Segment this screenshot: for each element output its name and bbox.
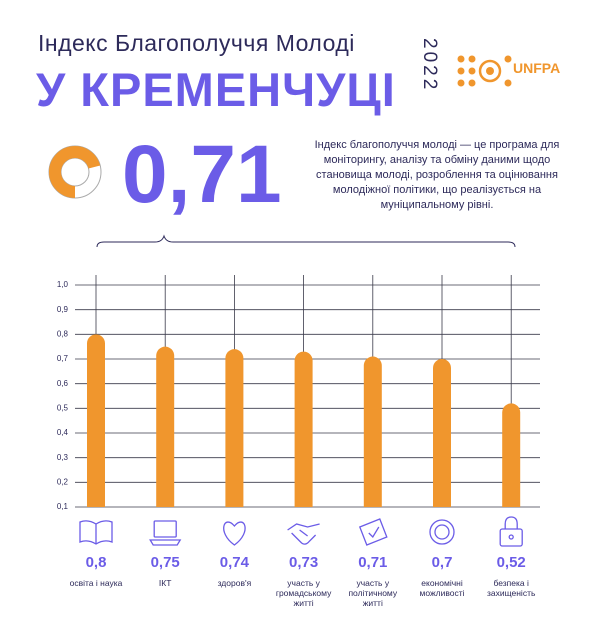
- y-tick-label: 0,4: [57, 428, 69, 437]
- y-tick-label: 0,8: [57, 329, 69, 338]
- category-label: економічні можливості: [419, 578, 465, 598]
- y-tick-label: 0,5: [57, 403, 69, 412]
- value-label: 0,71: [358, 554, 388, 571]
- y-tick-label: 0,1: [57, 502, 69, 511]
- category-icon: [79, 520, 113, 545]
- y-tick-label: 0,3: [57, 453, 69, 462]
- logo: UNFPA: [513, 60, 561, 76]
- category-icon: [429, 519, 455, 545]
- donut-outline: [60, 157, 90, 187]
- y-tick-label: 0,7: [57, 354, 69, 363]
- bar: [502, 403, 521, 507]
- value-label: 0,7: [431, 554, 453, 571]
- category-label: здоров'я: [217, 578, 252, 588]
- bar: [156, 346, 175, 507]
- value-label: 0,8: [85, 554, 107, 571]
- category-label: ІКТ: [158, 578, 172, 588]
- y-tick-label: 0,6: [57, 379, 69, 388]
- value-label: 0,74: [219, 554, 249, 571]
- donut-arc: [49, 146, 101, 198]
- bar: [225, 349, 244, 507]
- category-label: участь у громадському житті: [275, 578, 332, 608]
- category-label: участь у політичному житті: [348, 578, 398, 608]
- index-value: 0,71: [122, 129, 282, 220]
- category-icon: [358, 518, 388, 546]
- value-label: 0,52: [496, 554, 526, 571]
- bar: [87, 334, 105, 507]
- bar: [363, 356, 382, 507]
- category-icon: [149, 520, 182, 546]
- y-tick-label: 0,2: [57, 477, 69, 486]
- bar: [294, 351, 313, 507]
- category-icon: [287, 523, 320, 545]
- category-label: освіта і наука: [69, 578, 123, 588]
- value-label: 0,75: [150, 554, 180, 571]
- logo-dots: [457, 55, 512, 87]
- category-label: безпека і захищеність: [486, 578, 536, 598]
- value-label: 0,73: [288, 554, 319, 571]
- city: У КРЕМЕНЧУЦІ: [36, 63, 396, 116]
- brace: [96, 234, 516, 248]
- y-tick-label: 1,0: [57, 280, 69, 289]
- year: 2022: [419, 38, 440, 93]
- category-icon: [223, 521, 246, 546]
- description: Індекс благополуччя молоді — це програма…: [314, 139, 560, 211]
- category-icon: [499, 516, 523, 547]
- y-tick-label: 0,9: [57, 305, 69, 314]
- bar: [433, 359, 451, 507]
- title: Індекс Благополуччя Молоді: [38, 30, 355, 56]
